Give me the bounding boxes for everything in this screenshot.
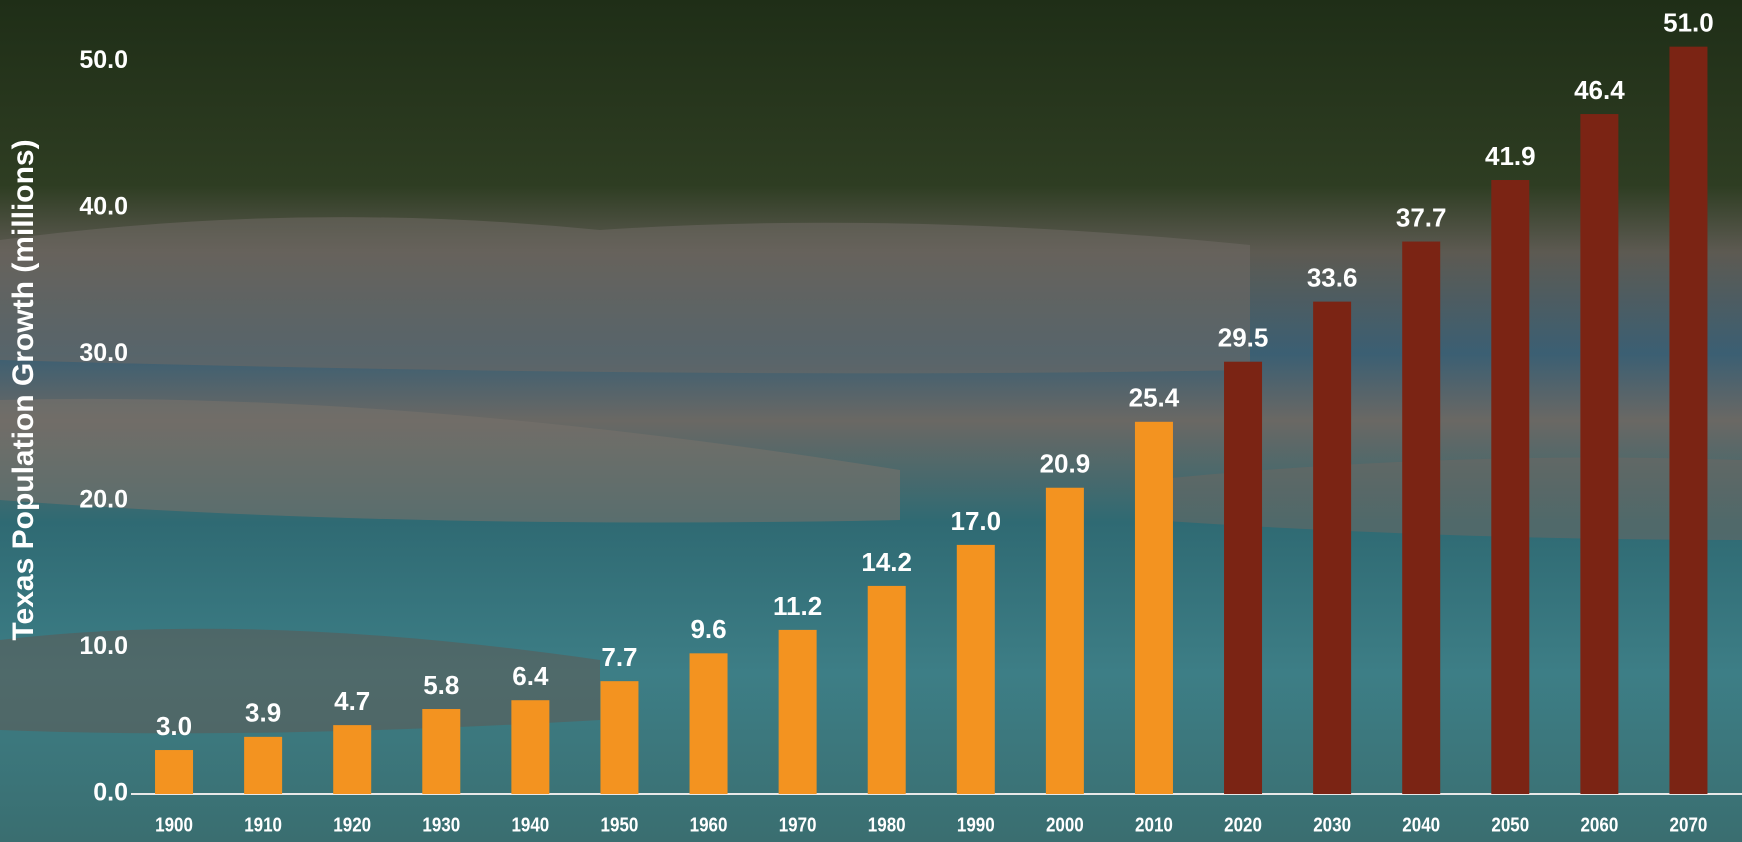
value-label: 6.4 [512, 661, 549, 691]
x-tick-label: 1930 [422, 813, 460, 836]
bar [1046, 488, 1084, 794]
bar [333, 725, 371, 794]
bar [779, 630, 817, 794]
bar [600, 681, 638, 794]
x-tick-label: 1940 [511, 813, 549, 836]
value-label: 46.4 [1574, 75, 1625, 105]
bar [957, 545, 995, 794]
x-tick-label: 1910 [244, 813, 282, 836]
value-label: 14.2 [861, 547, 912, 577]
y-tick-label: 10.0 [79, 632, 128, 660]
x-tick-label: 1960 [690, 813, 728, 836]
x-tick-label: 1980 [868, 813, 906, 836]
value-label: 5.8 [423, 670, 459, 700]
x-tick-label: 2020 [1224, 813, 1262, 836]
x-tick-label: 1990 [957, 813, 995, 836]
bar [690, 653, 728, 794]
bar [244, 737, 282, 794]
y-axis-title: Texas Population Growth (millions) [7, 139, 40, 640]
bar [1224, 362, 1262, 794]
x-tick-label: 1900 [155, 813, 193, 836]
x-tick-label: 2030 [1313, 813, 1351, 836]
value-label: 41.9 [1485, 141, 1536, 171]
y-tick-label: 20.0 [79, 486, 128, 514]
value-label: 29.5 [1218, 323, 1269, 353]
bar [422, 709, 460, 794]
value-label: 11.2 [773, 591, 822, 621]
value-label: 4.7 [334, 686, 370, 716]
bar [1313, 302, 1351, 794]
x-tick-label: 1920 [333, 813, 371, 836]
x-tick-label: 2040 [1402, 813, 1440, 836]
y-tick-label: 40.0 [79, 192, 128, 220]
value-label: 9.6 [690, 614, 726, 644]
value-label: 37.7 [1396, 202, 1447, 232]
value-label: 51.0 [1663, 8, 1714, 38]
rock-layer [0, 217, 1250, 373]
value-label: 3.0 [156, 711, 192, 741]
bar [511, 700, 549, 794]
y-tick-label: 30.0 [79, 339, 128, 367]
bar [1580, 114, 1618, 794]
bar [1135, 422, 1173, 794]
x-tick-label: 2060 [1580, 813, 1618, 836]
value-label: 20.9 [1040, 449, 1091, 479]
value-label: 33.6 [1307, 263, 1358, 293]
x-tick-label: 2010 [1135, 813, 1173, 836]
value-label: 25.4 [1129, 383, 1180, 413]
bar [1491, 180, 1529, 794]
x-tick-label: 1950 [601, 813, 639, 836]
y-tick-label: 0.0 [93, 779, 128, 807]
bar [1402, 242, 1440, 794]
bar [868, 586, 906, 794]
y-tick-label: 50.0 [79, 46, 128, 74]
x-tick-label: 2050 [1491, 813, 1529, 836]
x-tick-label: 2000 [1046, 813, 1084, 836]
x-tick-label: 1970 [779, 813, 817, 836]
bar [1669, 47, 1707, 794]
bar [155, 750, 193, 794]
chart: Texas Population Growth (millions) 0.0 10… [0, 0, 1742, 842]
value-label: 17.0 [950, 506, 1001, 536]
value-label: 3.9 [245, 698, 281, 728]
x-tick-label: 2070 [1670, 813, 1708, 836]
value-label: 7.7 [601, 642, 637, 672]
